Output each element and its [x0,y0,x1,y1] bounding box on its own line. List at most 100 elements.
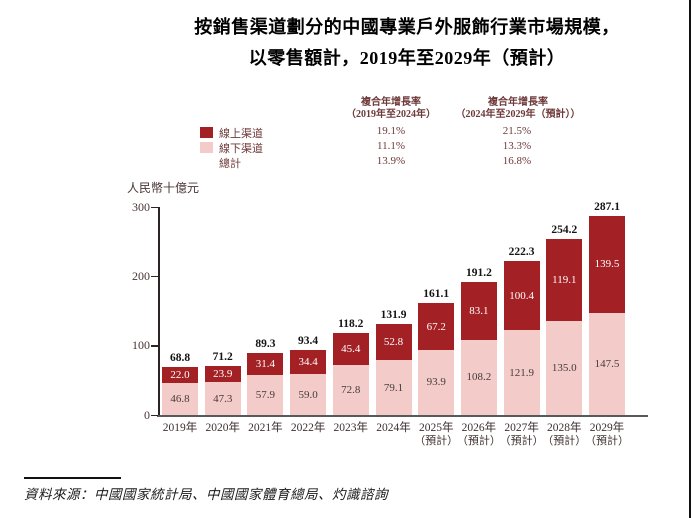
offline-segment-value: 108.2 [466,371,492,384]
online-segment-value: 34.4 [298,356,318,369]
total-value-label: 68.8 [169,352,191,365]
online-channel-segment: 139.5 [589,216,625,313]
offline-segment-value: 135.0 [551,362,577,375]
forecast-note-label: （預計） [456,435,501,447]
online-channel-segment: 45.4 [332,333,369,365]
y-tick-label: 100 [132,338,150,353]
cagr-value-online-2019-2024: 19.1% [376,125,406,137]
bar-group: 57.9 31.4 89.3 2021年 [247,338,284,434]
online-channel-segment: 67.2 [418,303,455,350]
year-label: 2026年 [461,422,497,434]
legend-label-total: 總計 [200,155,241,171]
year-label: 2019年 [162,422,198,434]
online-channel-segment: 119.1 [546,238,583,322]
total-value-label: 222.3 [508,245,535,258]
forecast-note-label: （預計） [542,435,587,447]
bar-group: 46.8 22.0 68.8 2019年 [162,352,198,434]
y-tick-label: 300 [132,199,150,214]
y-tick-mark [151,275,158,278]
bar-group: 72.8 45.4 118.2 2023年 [332,318,369,434]
cagr-header1-line2: （2019年至2024年） [346,108,436,120]
cagr-value-online-2024-2029: 21.5% [502,125,532,137]
year-label: 2022年 [290,422,326,434]
chart-title: 按銷售渠道劃分的中國專業戶外服飾行業市場規模， 以零售額計，2019年至2029… [122,12,692,74]
x-axis-category-label: 2026年 （預計） [451,422,507,448]
online-segment-value: 139.5 [594,258,620,271]
online-segment-value: 31.4 [255,357,276,370]
cagr-column-header-2019-2024: 複合年增長率 （2019年至2024年） [321,97,461,120]
offline-channel-segment: 46.8 [162,382,198,415]
bar-group: 93.9 67.2 161.1 2025年 （預計） [414,288,458,447]
total-value-label: 89.3 [255,338,276,351]
online-channel-segment: 31.4 [247,353,284,375]
bar-group: 47.3 23.9 71.2 2020年 [204,351,241,434]
x-axis-category-label: 2022年 [280,422,336,435]
x-axis-baseline [157,414,648,417]
year-label: 2021年 [248,422,283,434]
legend-row-offline: 線下渠道 11.1% 13.3% [0,140,692,155]
year-label: 2027年 [504,422,539,434]
offline-segment-value: 93.9 [426,376,446,389]
x-axis-category-label: 2029年 （預計） [579,422,635,448]
legend-text-online: 線上渠道 [219,128,263,140]
online-segment-value: 67.2 [426,320,446,333]
cagr-value-total-2019-2024: 13.9% [376,155,406,167]
y-axis-unit-label: 人民幣十億元 [127,181,200,195]
bar-group: 108.2 83.1 191.2 2026年 （預計） [457,267,501,447]
online-segment-value: 45.4 [341,342,361,355]
x-axis-category-label: 2028年 （預計） [536,422,592,448]
legend-text-offline: 線下渠道 [219,143,263,155]
total-value-label: 71.2 [212,350,233,363]
offline-segment-value: 59.0 [298,388,318,401]
offline-channel-segment: 57.9 [247,374,284,415]
online-channel-segment: 52.8 [375,323,412,361]
online-channel-segment: 83.1 [460,282,497,340]
x-axis-category-label: 2024年 [366,422,422,435]
legend-label-offline: 線下渠道 [200,140,263,156]
offline-channel-segment: 72.8 [332,364,369,415]
year-label: 2028年 [547,422,582,434]
offline-segment-value: 57.9 [255,388,276,401]
offline-channel-segment: 108.2 [460,339,497,415]
x-axis-category-label: 2021年 [237,422,293,435]
bar-group: 147.5 139.5 287.1 2029年 （預計） [585,201,629,447]
x-axis-category-label: 2025年 （預計） [408,422,464,448]
online-channel-segment: 34.4 [290,350,327,375]
year-label: 2029年 [589,422,625,434]
offline-channel-segment: 93.9 [418,349,455,415]
cagr-column-header-2024-2029: 複合年增長率 （2024年至2029年（預計）） [432,97,604,120]
x-axis-category-label: 2027年 （預計） [494,422,550,448]
cagr-header1-line1: 複合年增長率 [361,97,421,108]
offline-segment-value: 72.8 [341,383,361,396]
legend-row-total: 總計 13.9% 16.8% [0,155,692,170]
legend-text-total: 總計 [219,158,241,170]
year-label: 2023年 [333,422,369,434]
cagr-value-offline-2019-2024: 11.1% [376,140,405,152]
online-segment-value: 83.1 [469,305,489,318]
online-segment-value: 52.8 [383,335,404,348]
online-channel-swatch [200,127,213,138]
total-value-label: 93.4 [298,335,319,348]
offline-segment-value: 121.9 [509,366,534,379]
bar-group: 135.0 119.1 254.2 2028年 （預計） [542,224,586,447]
online-segment-value: 22.0 [170,368,190,381]
chart-title-line2: 以零售額計，2019年至2029年（預計） [248,48,566,68]
cagr-header2-line1: 複合年增長率 [488,97,548,108]
online-channel-segment: 100.4 [503,260,540,331]
bar-group: 121.9 100.4 222.3 2027年 （預計） [500,246,544,447]
total-value-label: 287.1 [594,201,620,214]
cagr-value-offline-2024-2029: 13.3% [502,140,532,152]
offline-channel-segment: 135.0 [546,321,583,415]
cagr-header2-line2: （2024年至2029年（預計）） [455,108,581,120]
online-channel-segment: 23.9 [204,365,241,383]
x-axis-category-label: 2019年 [152,422,208,435]
y-tick-label: 200 [132,268,150,283]
offline-channel-swatch [200,142,213,153]
online-segment-value: 23.9 [213,367,233,380]
online-segment-value: 119.1 [552,274,577,287]
offline-segment-value: 147.5 [594,357,620,370]
y-tick-mark [151,206,158,208]
online-segment-value: 100.4 [509,289,534,302]
offline-channel-segment: 147.5 [589,312,625,415]
